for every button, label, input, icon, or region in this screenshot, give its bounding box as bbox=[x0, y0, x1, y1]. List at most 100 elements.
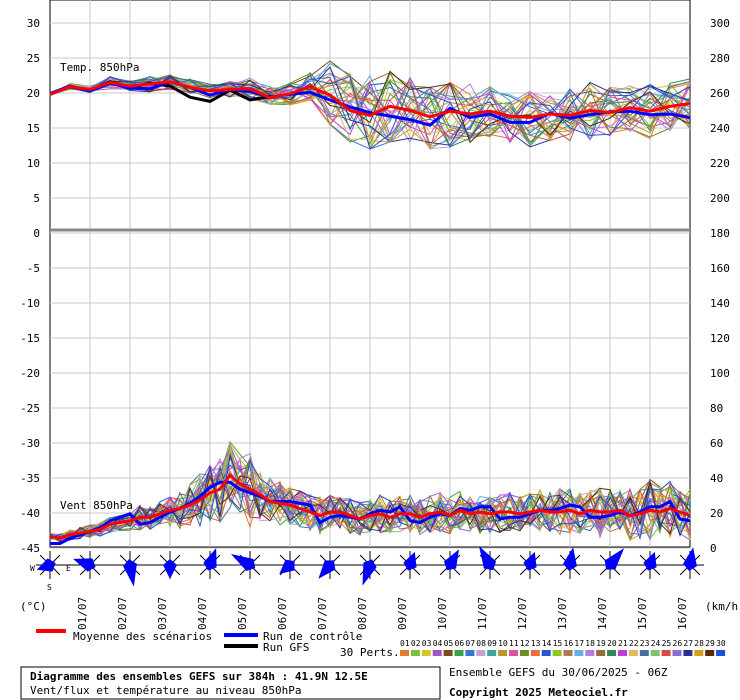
perturbation-swatch bbox=[552, 650, 562, 656]
wind-control-line bbox=[50, 480, 691, 545]
wind-rose-petal bbox=[318, 560, 336, 579]
wind-rose bbox=[556, 547, 584, 579]
right-tick-label: 160 bbox=[710, 262, 730, 275]
wind-rose-petal bbox=[36, 558, 56, 572]
perturbation-number: 01 bbox=[400, 639, 410, 648]
legend-mean-label: Moyenne des scénarios bbox=[73, 630, 212, 643]
perturbation-number: 11 bbox=[509, 639, 519, 648]
legend-perts-label: 30 Perts. bbox=[340, 646, 400, 659]
perturbation-swatch bbox=[716, 650, 726, 656]
perturbation-swatch bbox=[628, 650, 638, 656]
wind-rose bbox=[73, 551, 104, 579]
perturbation-swatch bbox=[574, 650, 584, 656]
perturbation-number: 22 bbox=[629, 639, 639, 648]
wind-rose-petal bbox=[563, 547, 577, 571]
wind-mean-line bbox=[49, 473, 691, 540]
perturbation-number: 30 bbox=[716, 639, 726, 648]
perturbation-swatch bbox=[509, 650, 518, 656]
perturbation-number: 06 bbox=[455, 639, 465, 648]
x-date-label: 06/07 bbox=[276, 597, 289, 630]
perturbation-swatch bbox=[454, 650, 464, 656]
perturbation-number: 26 bbox=[673, 639, 683, 648]
perturbation-swatch bbox=[530, 650, 540, 656]
left-tick-label: -15 bbox=[20, 332, 40, 345]
x-date-label: 03/07 bbox=[156, 597, 169, 630]
wind-rose-petal bbox=[604, 548, 625, 570]
perturbation-swatch bbox=[705, 650, 715, 656]
wind-rose-petal bbox=[163, 559, 177, 579]
left-unit-label: (°C) bbox=[20, 600, 47, 613]
left-tick-label: -30 bbox=[20, 437, 40, 450]
left-tick-label: 20 bbox=[27, 87, 40, 100]
x-date-label: 07/07 bbox=[316, 597, 329, 630]
right-tick-label: 40 bbox=[710, 472, 723, 485]
left-tick-label: 5 bbox=[33, 192, 40, 205]
right-tick-label: 260 bbox=[710, 87, 730, 100]
left-tick-label: 25 bbox=[27, 52, 40, 65]
temp-mean-line bbox=[49, 80, 691, 120]
perturbation-swatch bbox=[519, 650, 529, 656]
right-tick-label: 80 bbox=[710, 402, 723, 415]
wind-rose-petal bbox=[230, 554, 256, 572]
perturbation-number: 25 bbox=[662, 639, 672, 648]
perturbation-number: 08 bbox=[476, 639, 486, 648]
perturbation-number: 03 bbox=[422, 639, 432, 648]
right-tick-label: 100 bbox=[710, 367, 730, 380]
perturbation-number: 07 bbox=[465, 639, 475, 648]
wind-rose-petal bbox=[643, 551, 657, 571]
perturbation-number: 23 bbox=[640, 639, 650, 648]
right-tick-label: 220 bbox=[710, 157, 730, 170]
wind-rose bbox=[676, 547, 704, 579]
perturbation-number: 16 bbox=[564, 639, 574, 648]
perturbation-swatch bbox=[563, 650, 573, 656]
perturbation-swatch bbox=[421, 650, 431, 656]
perturbation-number: 29 bbox=[705, 639, 715, 648]
perturbation-number: 27 bbox=[683, 639, 693, 648]
perturbation-swatch bbox=[585, 650, 595, 656]
wind-roses: W E S bbox=[30, 545, 704, 592]
left-tick-label: -45 bbox=[20, 542, 40, 555]
perturbation-number: 19 bbox=[596, 639, 606, 648]
wind-rose bbox=[276, 551, 304, 579]
wind-rose bbox=[396, 551, 424, 579]
perturbation-number: 14 bbox=[542, 639, 552, 648]
perturbation-number: 04 bbox=[433, 639, 443, 648]
compass-letter: S bbox=[47, 583, 52, 592]
right-tick-label: 0 bbox=[710, 542, 717, 555]
left-tick-label: 30 bbox=[27, 17, 40, 30]
wind-rose bbox=[636, 551, 664, 579]
perturbation-swatch bbox=[487, 650, 497, 656]
wind-rose-petal bbox=[683, 547, 697, 571]
wind-rose bbox=[596, 548, 625, 579]
wind-rose-petal bbox=[479, 545, 497, 571]
x-date-label: 10/07 bbox=[436, 597, 449, 630]
x-date-label: 02/07 bbox=[116, 597, 129, 630]
run-info: Ensemble GEFS du 30/06/2025 - 06Z bbox=[449, 666, 668, 679]
x-date-label: 11/07 bbox=[476, 597, 489, 630]
perturbation-swatch bbox=[541, 650, 551, 656]
wind-panel-label: Vent 850hPa bbox=[60, 499, 133, 512]
wind-rose bbox=[36, 551, 64, 579]
wind-rose-petal bbox=[403, 551, 417, 571]
wind-rose bbox=[156, 551, 184, 579]
temp-perturbation-line bbox=[49, 78, 691, 146]
left-tick-label: -5 bbox=[27, 262, 40, 275]
wind-rose-petal bbox=[123, 559, 137, 587]
wind-perturbation-line bbox=[49, 474, 691, 543]
legend-gfs-swatch bbox=[224, 644, 258, 648]
perturbation-number: 12 bbox=[520, 639, 530, 648]
copyright: Copyright 2025 Meteociel.fr bbox=[449, 686, 628, 699]
wind-rose bbox=[316, 551, 344, 579]
temp-perturbation-line bbox=[49, 75, 691, 150]
perturbation-swatch bbox=[672, 650, 682, 656]
x-date-label: 05/07 bbox=[236, 597, 249, 630]
legend-control-label: Run de contrôle bbox=[263, 630, 362, 643]
info-box-title: Diagramme des ensembles GEFS sur 384h : … bbox=[30, 670, 368, 683]
perturbation-swatch bbox=[596, 650, 606, 656]
perturbation-number: 10 bbox=[498, 639, 508, 648]
perturbation-number: 02 bbox=[411, 639, 421, 648]
x-date-label: 13/07 bbox=[556, 597, 569, 630]
left-tick-label: -25 bbox=[20, 402, 40, 415]
